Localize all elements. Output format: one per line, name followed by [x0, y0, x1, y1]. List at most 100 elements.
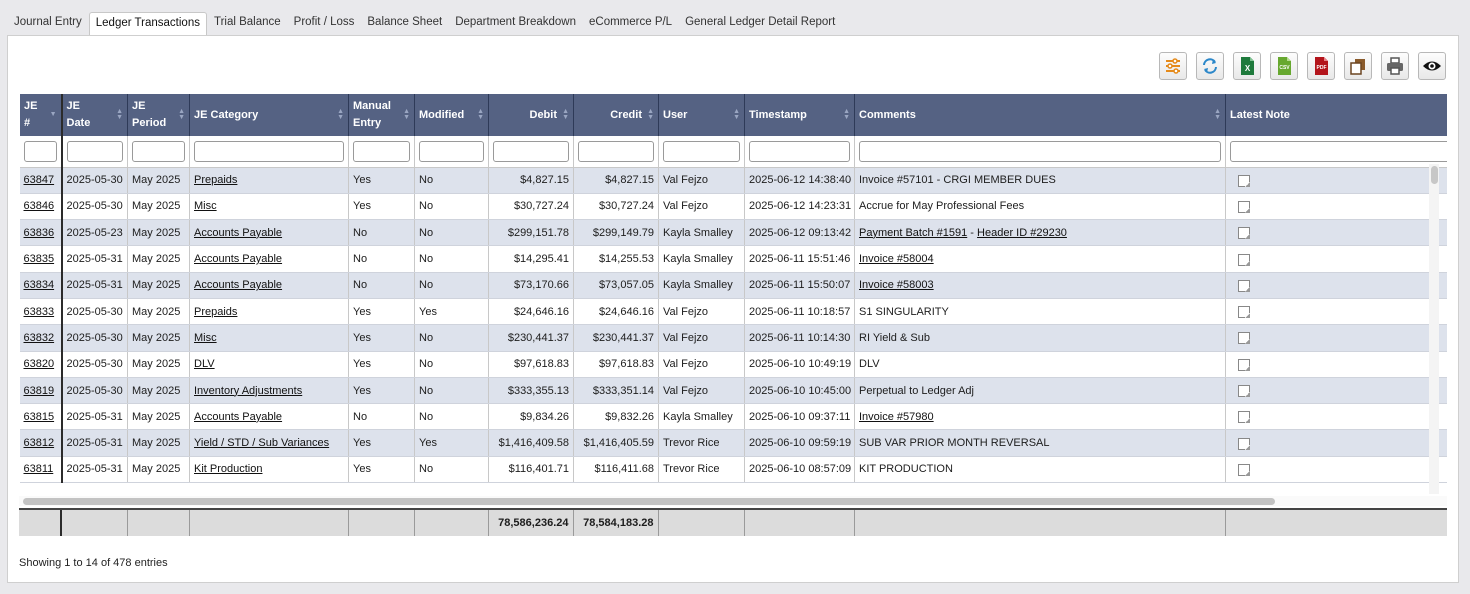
- je-number-cell-link[interactable]: 63819: [23, 384, 55, 397]
- note-icon[interactable]: [1238, 385, 1250, 398]
- print-button[interactable]: [1381, 52, 1409, 80]
- col-header-modified[interactable]: Modified ▲ ▼: [414, 94, 489, 136]
- filter-input-je-num[interactable]: [23, 140, 57, 162]
- je-number-cell-link[interactable]: 63836: [23, 226, 55, 239]
- note-icon[interactable]: [1238, 332, 1250, 345]
- filter-input-comments[interactable]: [859, 140, 1221, 162]
- tab-balance-sheet[interactable]: Balance Sheet: [367, 16, 443, 28]
- tab-journal-entry[interactable]: Journal Entry: [14, 16, 82, 28]
- refresh-button[interactable]: [1196, 52, 1224, 80]
- note-icon[interactable]: [1238, 463, 1250, 476]
- je-number-cell-link[interactable]: 63835: [23, 253, 55, 266]
- je-period-cell: May 2025: [127, 403, 190, 431]
- je-category-cell-link[interactable]: Prepaids: [194, 305, 238, 318]
- tab-trial-balance[interactable]: Trial Balance: [213, 16, 281, 28]
- note-icon[interactable]: [1238, 227, 1250, 240]
- je-number-cell-link[interactable]: 63847: [23, 174, 55, 187]
- table-row[interactable]: 63812 2025-05-31 May 2025 Yield / STD / Sub…: [19, 429, 1447, 457]
- comment-link[interactable]: Invoice #58003: [859, 279, 934, 292]
- table-row[interactable]: 63815 2025-05-31 May 2025 Accounts Payable N…: [19, 403, 1447, 431]
- filter-input-manual-entry[interactable]: [353, 140, 410, 162]
- comment-link[interactable]: Header ID #29230: [977, 226, 1067, 239]
- table-row[interactable]: 63819 2025-05-30 May 2025 Inventory Adjustm…: [19, 377, 1447, 405]
- col-header-manual-entry[interactable]: Manual Entry ▲ ▼: [348, 94, 415, 136]
- comment-link[interactable]: Invoice #58004: [859, 253, 934, 266]
- filter-input-modified[interactable]: [419, 140, 484, 162]
- tab-ecommerce-p-l[interactable]: eCommerce P/L: [589, 16, 673, 28]
- je-category-cell-link[interactable]: DLV: [194, 358, 215, 371]
- table-row[interactable]: 63833 2025-05-30 May 2025 Prepaids Yes Yes $24…: [19, 298, 1447, 326]
- filter-input-credit[interactable]: [578, 140, 654, 162]
- excel-export-button[interactable]: X: [1233, 52, 1261, 80]
- col-header-timestamp[interactable]: Timestamp ▲ ▼: [744, 94, 855, 136]
- je-category-cell-link[interactable]: Accounts Payable: [194, 410, 283, 423]
- filter-input-user[interactable]: [663, 140, 740, 162]
- je-category-cell-link[interactable]: Accounts Payable: [194, 253, 283, 266]
- note-icon[interactable]: [1238, 200, 1250, 213]
- col-header-je-category[interactable]: JE Category ▲ ▼: [189, 94, 349, 136]
- je-category-cell-link[interactable]: Accounts Payable: [194, 279, 283, 292]
- table-row[interactable]: 63836 2025-05-23 May 2025 Accounts Payable N…: [19, 219, 1447, 247]
- je-number-cell-link[interactable]: 63820: [23, 358, 55, 371]
- csv-export-button[interactable]: CSV: [1270, 52, 1298, 80]
- tab-ledger-transactions[interactable]: Ledger Transactions: [88, 12, 207, 37]
- tab-department-breakdown[interactable]: Department Breakdown: [455, 16, 576, 28]
- horizontal-scrollbar-thumb[interactable]: [23, 498, 1275, 505]
- timestamp-cell: 2025-06-10 10:49:19: [744, 351, 855, 378]
- note-icon[interactable]: [1238, 174, 1250, 187]
- je-category-cell-link[interactable]: Yield / STD / Sub Variances: [194, 437, 330, 450]
- col-header-je-period[interactable]: JE Period ▲ ▼: [127, 94, 190, 136]
- filter-input-timestamp[interactable]: [749, 140, 850, 162]
- table-row[interactable]: 63820 2025-05-30 May 2025 DLV Yes No $97,618.8…: [19, 351, 1447, 378]
- col-header-comments[interactable]: Comments ▲ ▼: [854, 94, 1226, 136]
- visibility-button[interactable]: [1418, 52, 1446, 80]
- filter-input-je-category[interactable]: [194, 140, 344, 162]
- vertical-scrollbar-thumb[interactable]: [1431, 166, 1438, 184]
- filter-input-latest-note[interactable]: [1230, 140, 1447, 162]
- je-number-cell-link[interactable]: 63834: [23, 279, 55, 292]
- table-row[interactable]: 63832 2025-05-30 May 2025 Misc Yes No $230,441…: [19, 324, 1447, 352]
- table-row[interactable]: 63834 2025-05-31 May 2025 Accounts Payable N…: [19, 272, 1447, 299]
- table-row[interactable]: 63835 2025-05-31 May 2025 Accounts Payable N…: [19, 245, 1447, 273]
- je-category-cell-link[interactable]: Accounts Payable: [194, 226, 283, 239]
- table-row[interactable]: 63811 2025-05-31 May 2025 Kit Production Yes…: [19, 456, 1447, 484]
- filter-input-je-period[interactable]: [132, 140, 185, 162]
- copy-button[interactable]: [1344, 52, 1372, 80]
- je-number-cell-link[interactable]: 63833: [23, 305, 55, 318]
- filter-input-je-date[interactable]: [66, 140, 123, 162]
- col-header-debit[interactable]: Debit ▲ ▼: [488, 94, 574, 136]
- filter-input-debit[interactable]: [493, 140, 569, 162]
- je-category-cell-link[interactable]: Misc: [194, 331, 217, 344]
- note-icon[interactable]: [1238, 279, 1250, 292]
- column-settings-button[interactable]: [1159, 52, 1187, 80]
- tab-general-ledger-detail-report[interactable]: General Ledger Detail Report: [685, 16, 836, 28]
- horizontal-scrollbar[interactable]: [19, 496, 1447, 506]
- note-icon[interactable]: [1238, 437, 1250, 450]
- tab-profit-loss[interactable]: Profit / Loss: [293, 16, 355, 28]
- pdf-export-button[interactable]: PDF: [1307, 52, 1335, 80]
- col-header-je-date[interactable]: JE Date ▲ ▼: [60, 94, 128, 136]
- je-category-cell-link[interactable]: Prepaids: [194, 174, 238, 187]
- je-category-cell-link[interactable]: Kit Production: [194, 463, 263, 476]
- comment-link[interactable]: Payment Batch #1591: [859, 226, 968, 239]
- note-icon[interactable]: [1238, 358, 1250, 371]
- table-row[interactable]: 63846 2025-05-30 May 2025 Misc Yes No $30,727.…: [19, 193, 1447, 221]
- latest-note-cell: [1225, 167, 1447, 194]
- vertical-scrollbar[interactable]: [1429, 164, 1439, 494]
- je-number-cell-link[interactable]: 63811: [23, 463, 54, 476]
- je-number-cell-link[interactable]: 63812: [23, 437, 55, 450]
- col-header-user[interactable]: User ▲ ▼: [658, 94, 745, 136]
- je-number-cell-link[interactable]: 63815: [23, 410, 55, 423]
- col-header-credit[interactable]: Credit ▲ ▼: [573, 94, 659, 136]
- col-header-latest-note[interactable]: Latest Note: [1225, 94, 1447, 136]
- col-header-je-num[interactable]: JE # ▼: [19, 94, 62, 136]
- je-category-cell-link[interactable]: Misc: [194, 200, 217, 213]
- note-icon[interactable]: [1238, 253, 1250, 266]
- comment-link[interactable]: Invoice #57980: [859, 410, 934, 423]
- note-icon[interactable]: [1238, 306, 1250, 319]
- table-row[interactable]: 63847 2025-05-30 May 2025 Prepaids Yes No $4,8…: [19, 167, 1447, 194]
- note-icon[interactable]: [1238, 411, 1250, 424]
- je-number-cell-link[interactable]: 63832: [23, 331, 55, 344]
- je-number-cell-link[interactable]: 63846: [23, 200, 55, 213]
- je-category-cell-link[interactable]: Inventory Adjustments: [194, 384, 303, 397]
